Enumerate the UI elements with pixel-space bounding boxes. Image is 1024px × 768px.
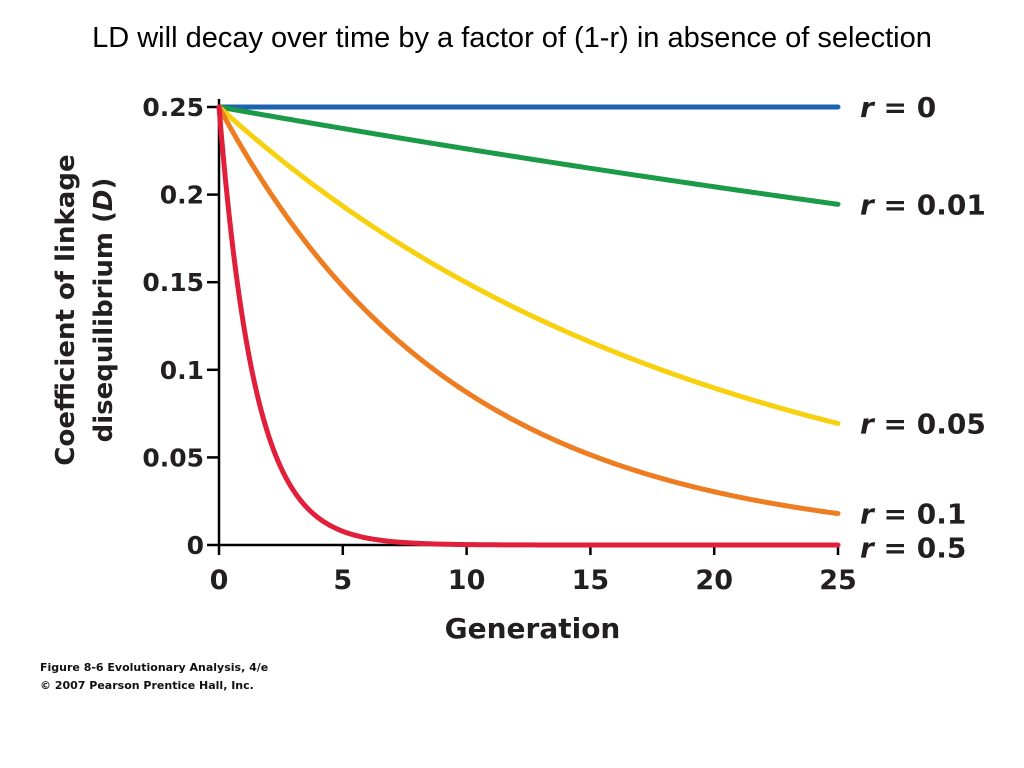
x-tick-label: 5: [333, 565, 352, 596]
y-axis-label-line2: disequilibrium (D): [89, 178, 119, 443]
slide-title: LD will decay over time by a factor of (…: [92, 22, 932, 54]
y-tick-label: 0: [187, 531, 204, 560]
figure-credit: Figure 8-6 Evolutionary Analysis, 4/e: [40, 661, 269, 674]
y-tick-label: 0.25: [142, 93, 204, 122]
y-tick-label: 0.15: [142, 268, 204, 297]
y-axis-label: Coefficient of linkage disequilibrium (D): [51, 154, 119, 465]
x-axis-label: Generation: [445, 612, 621, 645]
x-tick-label: 25: [819, 565, 857, 596]
x-tick-label: 15: [572, 565, 610, 596]
y-tick-label: 0.05: [142, 443, 204, 472]
copyright-credit: © 2007 Pearson Prentice Hall, Inc.: [40, 679, 254, 692]
x-tick-label: 0: [210, 565, 229, 596]
series-label-r-0_05: r = 0.05: [860, 408, 986, 441]
series-line-r-0_5: [216, 104, 841, 548]
series-line-r-0_1: [216, 104, 841, 517]
y-axis-label-line1: Coefficient of linkage: [51, 154, 81, 465]
series-label-r-0_01: r = 0.01: [860, 188, 986, 221]
x-tick-label: 20: [695, 565, 733, 596]
series-line-r-0_01: [216, 104, 841, 207]
series-label-r-0: r = 0: [860, 91, 936, 124]
series-label-r-0_5: r = 0.5: [860, 532, 966, 565]
y-tick-label: 0.1: [160, 356, 204, 385]
x-tick-label: 10: [448, 565, 486, 596]
series-label-r-0_1: r = 0.1: [860, 498, 966, 531]
y-tick-label: 0.2: [160, 181, 204, 210]
series-line-r-0_05: [216, 104, 841, 426]
